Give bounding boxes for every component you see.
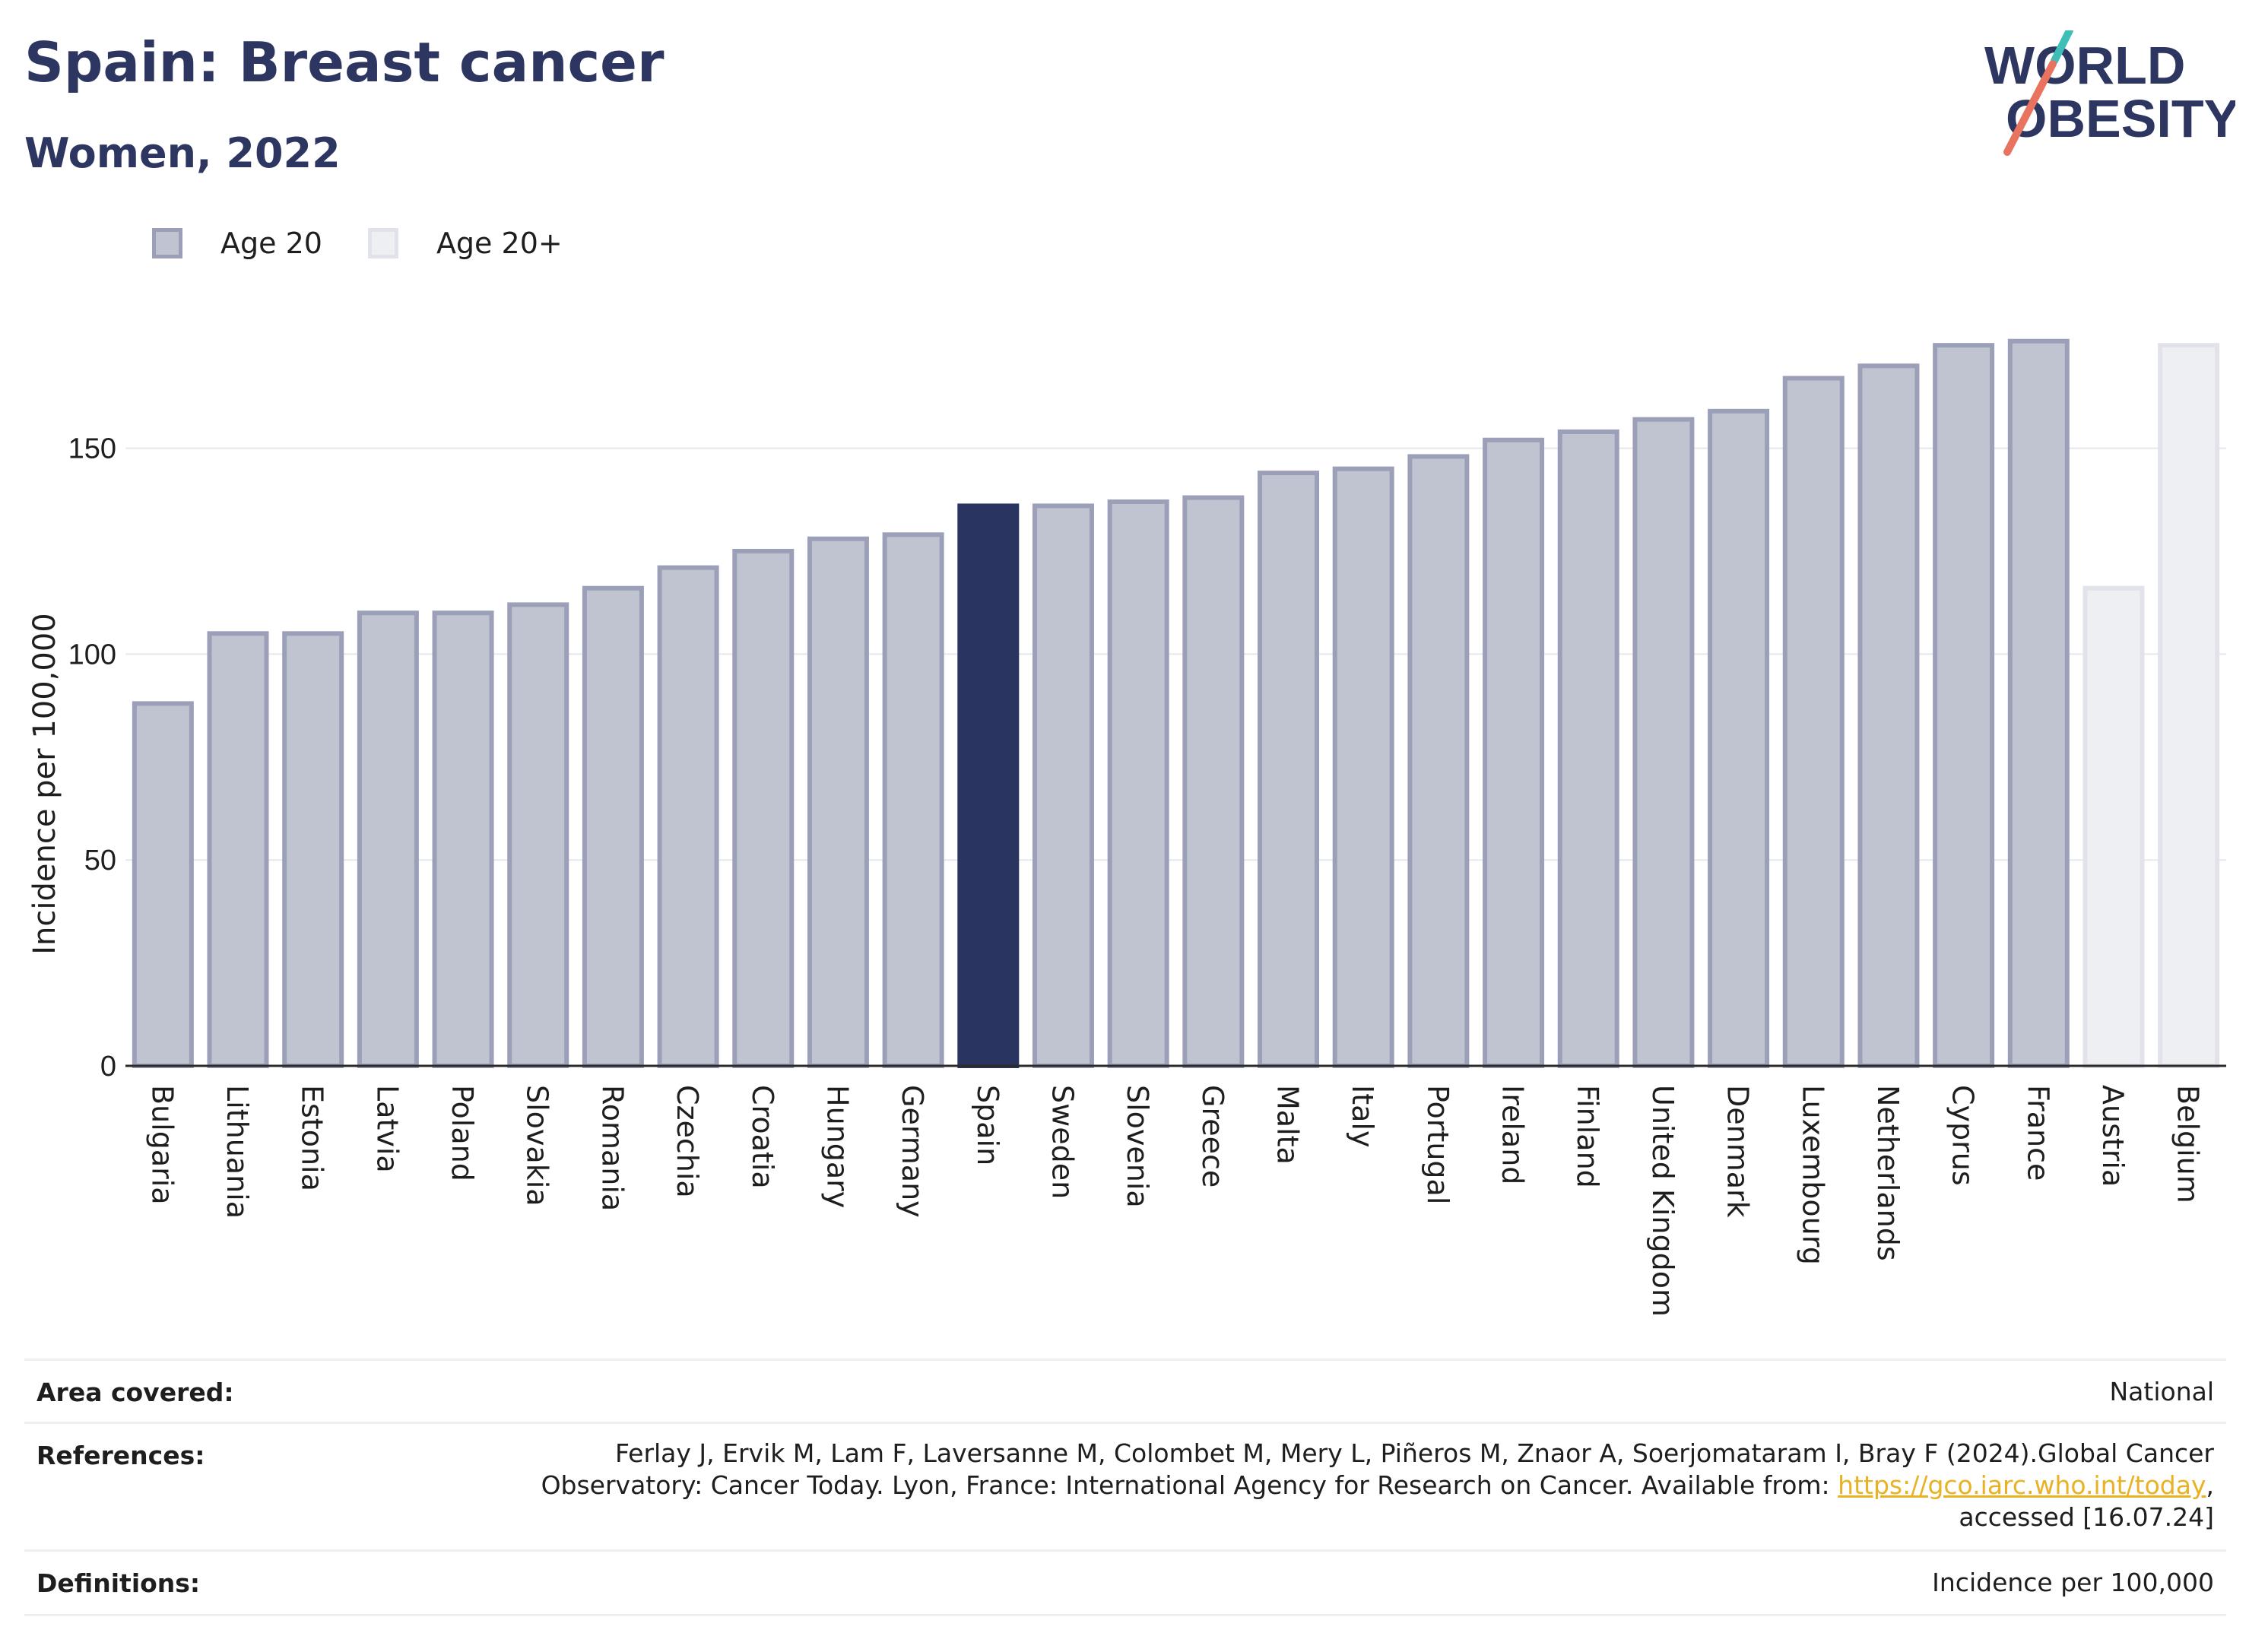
bar-poland	[432, 610, 494, 1068]
x-tick-label: Croatia	[746, 1085, 779, 1189]
info-row-references: References: Ferlay J, Ervik M, Lam F, La…	[24, 1422, 2226, 1549]
x-tick-label: Lithuania	[220, 1085, 254, 1219]
definitions-label: Definitions:	[36, 1568, 201, 1598]
x-tick-label: Finland	[1571, 1085, 1604, 1188]
bar-slovenia	[1107, 499, 1169, 1068]
legend-swatch-age20	[152, 228, 182, 258]
x-tick-label: Latvia	[370, 1085, 404, 1173]
bar-malta	[1258, 471, 1320, 1068]
x-tick-label: Czechia	[671, 1085, 704, 1198]
bar-cyprus	[1933, 343, 1995, 1068]
bar-greece	[1182, 495, 1245, 1068]
legend-label-age20: Age 20	[220, 227, 322, 260]
bar-france	[2007, 338, 2070, 1068]
bar-bulgaria	[132, 701, 194, 1068]
area-label: Area covered:	[36, 1378, 234, 1407]
bar-sweden	[1032, 503, 1094, 1068]
references-line1: Ferlay J, Ervik M, Lam F, Laversanne M, …	[614, 1438, 2214, 1468]
bar-slovakia	[507, 602, 569, 1068]
x-tick-label: Greece	[1196, 1085, 1229, 1187]
bar-austria	[2082, 585, 2145, 1068]
bar-lithuania	[207, 631, 269, 1068]
world-obesity-logo: WORLD OBESITY	[1984, 30, 2235, 156]
x-tick-label: Spain	[971, 1085, 1004, 1165]
info-row-area: Area covered: National	[24, 1359, 2226, 1422]
x-tick-label: Poland	[446, 1085, 479, 1181]
area-value: National	[2109, 1377, 2214, 1406]
bar-belgium	[2158, 343, 2220, 1068]
bar-germany	[882, 532, 944, 1068]
x-tick-label: Austria	[2096, 1085, 2130, 1187]
y-tick-label: 150	[68, 433, 116, 465]
bar-finland	[1557, 429, 1619, 1068]
references-line2: Observatory: Cancer Today. Lyon, France:…	[541, 1470, 2214, 1501]
bar-chart: 0 50 100 150 Incidence per 100,000 Bulgaria Li…	[27, 338, 2226, 1317]
x-tick-label: Netherlands	[1871, 1085, 1905, 1261]
x-tick-label: Estonia	[296, 1085, 329, 1191]
bar-italy	[1332, 466, 1394, 1068]
y-axis-label: Incidence per 100,000	[27, 613, 62, 955]
bar-estonia	[282, 631, 344, 1068]
x-tick-label: Slovenia	[1121, 1085, 1154, 1208]
chart-subtitle: Women, 2022	[24, 129, 341, 177]
bar-spain	[957, 503, 1020, 1068]
legend-item-age20plus[interactable]: Age 20+	[367, 227, 563, 260]
logo-slash-coral	[2003, 60, 2057, 156]
bar-croatia	[732, 548, 795, 1068]
legend-swatch-age20plus	[367, 228, 398, 258]
logo-text-obesity: OBESITY	[2006, 89, 2235, 148]
x-tick-label: Luxembourg	[1796, 1085, 1829, 1265]
bar-luxembourg	[1782, 376, 1845, 1068]
logo-slash-teal	[2051, 30, 2073, 65]
y-tick-label: 100	[68, 639, 116, 671]
x-tick-label: Italy	[1346, 1085, 1379, 1147]
definitions-value: Incidence per 100,000	[1932, 1568, 2214, 1597]
x-tick-label: Denmark	[1721, 1085, 1755, 1218]
references-line2-prefix: Observatory: Cancer Today. Lyon, France:…	[541, 1470, 1838, 1500]
bar-ireland	[1483, 437, 1545, 1068]
x-tick-label: Slovakia	[521, 1085, 554, 1206]
x-tick-label: Ireland	[1496, 1085, 1530, 1184]
bar-denmark	[1708, 408, 1770, 1068]
y-tick-label: 0	[100, 1051, 116, 1083]
x-tick-label: Sweden	[1045, 1085, 1079, 1199]
references-label: References:	[36, 1441, 205, 1470]
bar-czechia	[657, 565, 719, 1068]
legend-item-age20[interactable]: Age 20	[152, 227, 322, 260]
references-link[interactable]: https://gco.iarc.who.int/today	[1838, 1470, 2206, 1500]
legend: Age 20 Age 20+	[152, 227, 608, 260]
logo-text-world: WORLD	[1984, 36, 2185, 95]
chart-title: Spain: Breast cancer	[24, 30, 665, 94]
bar-netherlands	[1857, 363, 1920, 1069]
bar-portugal	[1407, 454, 1470, 1068]
bar-latvia	[357, 610, 419, 1068]
info-row-definitions: Definitions: Incidence per 100,000	[24, 1549, 2226, 1616]
x-tick-label: Portugal	[1421, 1085, 1454, 1204]
x-tick-label: Romania	[595, 1085, 629, 1211]
x-tick-label: United Kingdom	[1646, 1085, 1680, 1317]
x-tick-label: France	[2021, 1085, 2054, 1181]
references-value: Ferlay J, Ervik M, Lam F, Laversanne M, …	[541, 1438, 2214, 1533]
legend-label-age20plus: Age 20+	[436, 227, 563, 260]
bar-hungary	[807, 536, 869, 1068]
x-tick-label: Bulgaria	[145, 1085, 179, 1205]
references-line3: accessed [16.07.24]	[1959, 1502, 2214, 1532]
x-tick-label: Hungary	[820, 1085, 854, 1208]
bar-romania	[582, 585, 644, 1068]
y-tick-label: 50	[84, 845, 116, 877]
x-tick-label: Germany	[896, 1085, 929, 1218]
x-tick-label: Cyprus	[1946, 1085, 1980, 1186]
x-tick-label: Malta	[1271, 1085, 1305, 1165]
bar-united-kingdom	[1632, 417, 1695, 1068]
x-tick-label: Belgium	[2171, 1085, 2205, 1203]
references-line2-suffix: ,	[2206, 1470, 2215, 1500]
